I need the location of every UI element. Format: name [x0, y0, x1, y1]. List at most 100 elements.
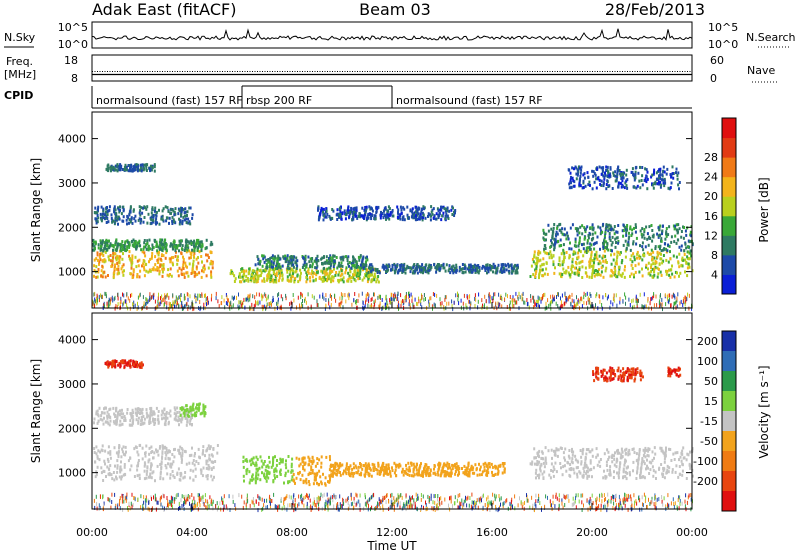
noise-pixel [619, 296, 621, 301]
power-pixel [331, 275, 334, 279]
power-pixel [417, 212, 420, 216]
power-pixel [130, 263, 133, 267]
power-pixel [603, 238, 606, 242]
power-pixel [117, 270, 120, 273]
noise-pixel [345, 299, 347, 304]
noise-pixel [181, 300, 183, 305]
power-pixel [102, 209, 105, 213]
power-pixel [663, 184, 666, 188]
noise-pixel [560, 304, 562, 309]
noise-pixel [477, 299, 479, 304]
power-pixel [328, 261, 331, 265]
power-pixel [288, 267, 291, 271]
noise-pixel [181, 304, 183, 309]
power-pixel [268, 265, 271, 268]
power-pixel [96, 275, 99, 279]
noise-pixel [325, 293, 327, 298]
power-pixel [173, 244, 176, 248]
power-pixel [394, 266, 397, 270]
power-pixel [617, 240, 620, 243]
noise-pixel [175, 494, 177, 499]
power-pixel [586, 225, 589, 229]
noise-pixel [126, 303, 128, 308]
noise-pixel [256, 292, 258, 297]
noise-pixel [563, 493, 565, 498]
noise-pixel [397, 291, 399, 296]
power-pixel [603, 175, 606, 179]
noise-pixel [379, 303, 381, 308]
power-pixel [323, 279, 326, 282]
power-pixel [613, 225, 616, 228]
power-pixel [475, 267, 478, 271]
power-pixel [501, 270, 503, 274]
power-pixel [172, 240, 175, 244]
noise-pixel [347, 501, 349, 505]
power-pixel [537, 249, 540, 253]
power-pixel [156, 249, 159, 253]
power-pixel [160, 215, 163, 219]
power-pixel [560, 244, 563, 247]
power-pixel [691, 242, 694, 246]
noise-pixel [393, 504, 395, 509]
noise-pixel [168, 306, 170, 311]
noise-pixel [607, 294, 609, 299]
power-pixel [190, 256, 192, 260]
power-pixel [402, 264, 405, 268]
noise-pixel [420, 298, 422, 303]
power-pixel [478, 265, 481, 269]
power-pixel [550, 241, 553, 245]
power-pixel [680, 248, 683, 252]
power-pixel [420, 210, 423, 214]
power-pixel [647, 267, 649, 271]
power-pixel [653, 171, 655, 175]
power-pixel [98, 262, 100, 266]
power-pixel [392, 214, 395, 218]
power-pixel [675, 167, 678, 171]
power-pixel [432, 216, 435, 220]
power-pixel [272, 271, 275, 274]
date-title: 28/Feb/2013 [605, 0, 705, 19]
power-pixel [330, 262, 333, 266]
noise-pixel [167, 503, 169, 508]
noise-pixel [351, 501, 353, 506]
noise-pixel [227, 302, 229, 306]
noise-pixel [125, 495, 127, 500]
noise-pixel [537, 298, 539, 303]
power-pixel [571, 260, 574, 264]
noise-pixel [564, 503, 566, 507]
power-pixel [342, 280, 345, 284]
power-pixel [269, 267, 271, 271]
noise-pixel [550, 306, 552, 311]
noise-pixel [158, 302, 160, 307]
noise-pixel [262, 294, 264, 299]
power-pixel [332, 254, 335, 258]
noise-pixel [535, 299, 537, 304]
noise-pixel [583, 291, 585, 296]
power-pixel [574, 237, 577, 241]
power-pixel [340, 212, 343, 215]
noise-pixel [639, 498, 641, 503]
power-pixel [441, 205, 443, 209]
noise-pixel [596, 501, 597, 506]
noise-pixel [117, 296, 119, 301]
noise-pixel [194, 503, 196, 508]
noise-pixel [457, 297, 459, 302]
power-pixel [97, 268, 100, 271]
noise-pixel [122, 302, 124, 307]
noise-pixel [489, 501, 491, 506]
power-pixel [281, 264, 284, 268]
power-pixel [578, 272, 580, 275]
power-pixel [535, 265, 538, 269]
noise-pixel [431, 506, 433, 511]
power-pixel [152, 266, 155, 270]
power-pixel [407, 216, 410, 220]
power-pixel [375, 206, 378, 210]
noise-pixel [606, 500, 608, 505]
noise-pixel [472, 505, 474, 510]
power-pixel [427, 215, 429, 218]
power-pixel [626, 243, 629, 247]
power-pixel [650, 224, 653, 227]
power-pixel [545, 232, 548, 236]
power-pixel [368, 205, 371, 209]
power-pixel [442, 262, 445, 266]
